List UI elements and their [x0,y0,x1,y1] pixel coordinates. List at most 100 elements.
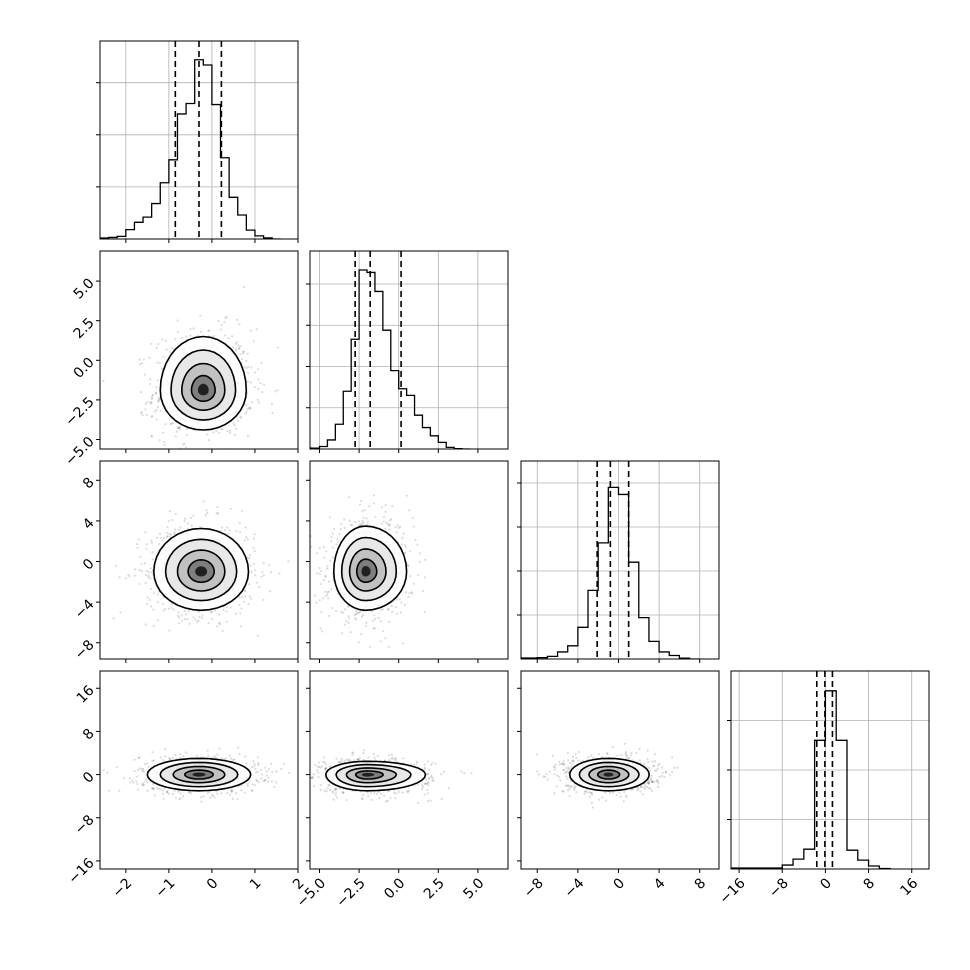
scatter-point [447,787,450,790]
scatter-point [391,504,394,508]
scatter-point [215,429,218,432]
scatter-point [150,541,154,544]
scatter-point [244,762,248,765]
scatter-point [142,783,146,787]
scatter-point [239,416,242,419]
scatter-point [431,761,434,764]
scatter-point [318,572,322,575]
scatter-point [171,792,175,796]
scatter-point [255,771,258,774]
contour-line [176,549,226,592]
scatter-point [190,524,193,527]
scatter-point [418,552,422,555]
scatter-point [597,752,600,756]
scatter-point [138,756,141,759]
density-fill [333,526,407,611]
scatter-point [181,794,185,798]
scatter-point [164,755,167,758]
scatter-point [647,781,651,785]
scatter-point [387,645,390,649]
scatter-point [161,338,164,341]
scatter-point [470,772,473,775]
scatter-point [118,576,121,579]
scatter-point [216,753,219,756]
scatter-point [183,617,186,621]
scatter-point [133,574,136,577]
scatter-point [112,617,115,620]
scatter-point [141,770,144,773]
scatter-point [151,787,154,790]
scatter-point [257,387,260,390]
scatter-point [144,402,147,405]
scatter-point [248,406,251,410]
scatter-point [637,788,640,791]
scatter-point [138,767,141,770]
scatter-point [151,751,154,754]
scatter-point [167,520,171,523]
scatter-point [225,610,228,613]
scatter-point [124,577,128,580]
scatter-point [386,522,390,526]
scatter-point [233,758,236,761]
scatter-point [354,521,357,524]
scatter-point [625,755,629,758]
scatter-point [180,614,183,617]
scatter-point [379,619,382,623]
scatter-point [359,610,362,613]
scatter-point [131,779,134,782]
scatter-point [239,352,242,356]
scatter-point [305,753,307,755]
scatter-point [188,791,191,794]
scatter-point [180,619,183,622]
scatter-point [149,378,152,381]
scatter-point [428,777,431,780]
scatter-point [418,560,421,563]
scatter-point [237,344,240,347]
scatter-point [188,622,191,625]
scatter-point [377,616,380,620]
scatter-point [398,525,402,528]
y-tick-label: −8 [72,637,98,663]
scatter-point [202,795,205,798]
scatter-point [140,411,143,415]
scatter-point [355,613,358,616]
scatter-point [140,562,143,566]
scatter-point [332,798,335,801]
scatter-point [646,781,650,784]
scatter-point [366,523,369,526]
scatter-point [254,783,257,787]
scatter-point [262,574,265,577]
scatter-point [180,336,183,340]
scatter-point [134,568,137,571]
scatter-point [347,759,350,762]
density-level [197,383,209,396]
scatter-point [312,773,315,776]
scatter-point [224,757,227,760]
scatter-point [190,478,192,480]
scatter-point [214,756,217,759]
scatter-point [271,411,274,415]
scatter-point [231,758,234,761]
scatter-point [275,781,278,784]
scatter-point [173,790,176,793]
scatter-point [143,762,147,765]
scatter-point [395,531,398,534]
scatter-point [410,591,413,594]
scatter-point [187,610,191,613]
scatter-point [306,777,308,779]
scatter-point [571,755,575,759]
scatter-point [153,410,157,413]
scatter-point [647,760,650,764]
scatter-point [280,786,282,788]
scatter-point [420,784,424,787]
scatter-point [372,619,375,622]
scatter-point [234,349,237,353]
scatter-point [257,762,260,765]
scatter-point [443,770,446,773]
scatter-point [137,757,140,760]
scatter-point [118,789,121,792]
scatter-point [177,528,181,531]
scatter-point [218,621,221,625]
scatter-point [260,362,263,365]
scatter-point [179,792,182,795]
